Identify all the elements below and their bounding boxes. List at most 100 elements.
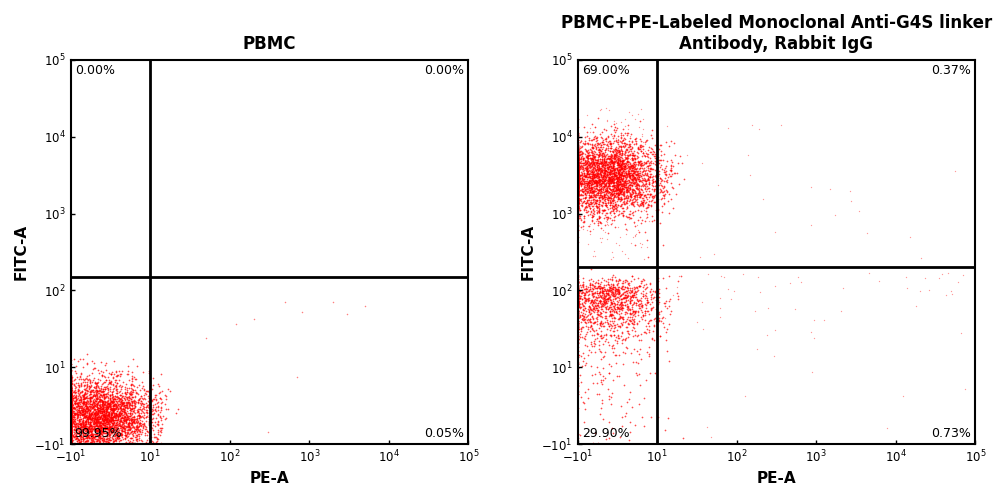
Point bbox=[83, 440, 99, 448]
Point bbox=[113, 386, 129, 394]
Point bbox=[96, 427, 112, 435]
Point bbox=[153, 428, 169, 436]
Point bbox=[80, 418, 96, 426]
Point bbox=[108, 430, 124, 438]
Point bbox=[117, 426, 133, 434]
Point bbox=[591, 152, 607, 160]
Point bbox=[95, 421, 111, 429]
Point bbox=[570, 331, 586, 339]
Point bbox=[63, 440, 79, 448]
Point bbox=[111, 428, 127, 436]
Point bbox=[570, 170, 586, 178]
Point bbox=[88, 408, 104, 416]
Point bbox=[98, 382, 114, 390]
Point bbox=[645, 303, 661, 311]
Point bbox=[767, 282, 783, 290]
Point bbox=[570, 310, 586, 318]
Point bbox=[86, 404, 102, 411]
Point bbox=[638, 183, 654, 191]
Point bbox=[609, 165, 625, 173]
Point bbox=[93, 429, 109, 437]
Point bbox=[635, 188, 651, 196]
Point bbox=[571, 297, 587, 305]
Point bbox=[101, 430, 117, 438]
Point bbox=[617, 291, 633, 299]
Point bbox=[611, 288, 627, 296]
Point bbox=[631, 282, 647, 290]
Point bbox=[581, 191, 597, 199]
Point bbox=[89, 404, 105, 412]
Point bbox=[123, 434, 139, 442]
Point bbox=[644, 290, 660, 298]
Point bbox=[95, 402, 111, 410]
Point bbox=[119, 440, 135, 448]
Point bbox=[94, 400, 110, 408]
Text: 69.00%: 69.00% bbox=[582, 64, 629, 76]
Point bbox=[573, 326, 589, 334]
Point bbox=[118, 416, 134, 424]
Point bbox=[642, 154, 658, 162]
Point bbox=[77, 440, 93, 448]
Point bbox=[63, 392, 79, 400]
Point bbox=[602, 139, 618, 147]
Point bbox=[98, 416, 114, 424]
Point bbox=[77, 440, 93, 448]
Point bbox=[577, 190, 593, 198]
Point bbox=[593, 185, 609, 193]
Point bbox=[124, 374, 140, 382]
Point bbox=[644, 212, 660, 220]
Point bbox=[570, 308, 586, 316]
Point bbox=[616, 284, 632, 292]
Point bbox=[72, 398, 88, 406]
Point bbox=[587, 430, 603, 438]
Point bbox=[599, 116, 615, 124]
Point bbox=[68, 434, 84, 442]
Point bbox=[614, 150, 630, 158]
Point bbox=[107, 412, 123, 420]
Point bbox=[124, 401, 140, 409]
Point bbox=[611, 172, 627, 180]
Point bbox=[108, 400, 124, 407]
Point bbox=[93, 406, 109, 413]
Point bbox=[619, 184, 635, 192]
Point bbox=[603, 162, 619, 170]
Point bbox=[631, 189, 647, 197]
Point bbox=[579, 208, 595, 216]
Point bbox=[614, 147, 630, 155]
Point bbox=[63, 424, 79, 432]
Point bbox=[136, 418, 152, 426]
Point bbox=[115, 399, 131, 407]
Point bbox=[570, 198, 586, 206]
Point bbox=[85, 430, 101, 438]
Point bbox=[570, 145, 586, 153]
Point bbox=[83, 404, 99, 411]
Point bbox=[598, 291, 614, 299]
Point bbox=[113, 410, 129, 418]
Point bbox=[594, 150, 610, 158]
Point bbox=[571, 164, 587, 172]
Point bbox=[631, 193, 647, 201]
Point bbox=[570, 172, 586, 180]
Point bbox=[639, 296, 655, 304]
Point bbox=[63, 432, 79, 440]
Point bbox=[106, 401, 122, 409]
Point bbox=[570, 282, 586, 290]
Point bbox=[618, 174, 634, 182]
Point bbox=[601, 175, 617, 183]
Point bbox=[89, 416, 105, 424]
Point bbox=[639, 326, 655, 334]
Point bbox=[570, 215, 586, 223]
Point bbox=[138, 425, 154, 433]
Point bbox=[617, 115, 633, 123]
Point bbox=[570, 168, 586, 176]
Point bbox=[108, 368, 124, 376]
Point bbox=[627, 135, 643, 143]
Point bbox=[63, 401, 79, 409]
Point bbox=[593, 304, 609, 312]
Point bbox=[84, 400, 100, 407]
Point bbox=[577, 186, 593, 194]
Point bbox=[612, 305, 628, 313]
Point bbox=[589, 159, 605, 167]
Point bbox=[570, 164, 586, 172]
Point bbox=[577, 318, 593, 326]
